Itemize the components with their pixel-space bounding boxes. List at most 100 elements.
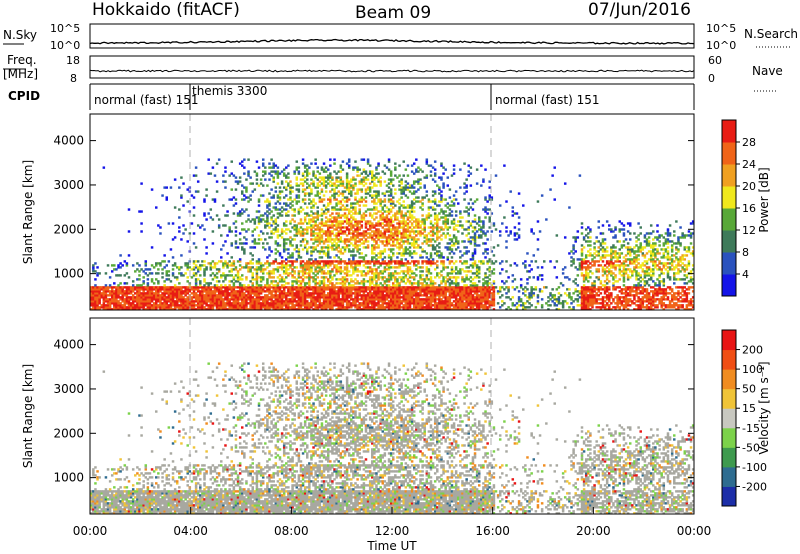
power-cell <box>245 306 248 309</box>
power-cell <box>312 206 315 209</box>
power-cell <box>320 288 324 291</box>
power-cell <box>215 276 219 279</box>
power-cell <box>320 200 324 203</box>
power-cell <box>320 222 324 225</box>
power-cell <box>274 288 278 291</box>
power-cell <box>131 290 135 293</box>
power-cell <box>322 298 326 301</box>
power-cell <box>180 288 183 291</box>
power-cell <box>377 262 380 265</box>
power-cell <box>364 260 368 263</box>
power-cell <box>364 188 368 191</box>
power-cell <box>335 282 338 285</box>
power-cell <box>368 236 372 239</box>
power-cell <box>121 294 124 297</box>
power-cell <box>282 230 286 233</box>
power-cell <box>274 240 278 243</box>
power-cell <box>366 244 370 247</box>
power-cell <box>337 180 340 183</box>
power-cell <box>148 300 152 303</box>
power-cell <box>312 296 315 299</box>
power-cell <box>245 196 248 199</box>
power-cell <box>282 294 286 297</box>
power-cell <box>287 182 290 185</box>
power-cell <box>337 220 340 223</box>
power-cell <box>362 296 366 299</box>
power-cell <box>406 164 410 167</box>
power-cell <box>362 256 366 259</box>
power-cell <box>270 196 273 199</box>
power-cell <box>274 296 278 299</box>
power-cell <box>312 248 315 251</box>
power-cell <box>169 308 173 311</box>
power-cell <box>238 258 242 261</box>
power-cell <box>400 196 403 199</box>
power-cell <box>295 286 299 289</box>
power-cell <box>255 272 259 275</box>
power-cell <box>316 190 319 193</box>
power-cell <box>356 262 359 265</box>
power-cell <box>343 292 347 295</box>
power-cell <box>146 286 150 289</box>
power-cell <box>316 306 319 309</box>
power-cell <box>345 278 349 281</box>
power-cell <box>119 254 122 257</box>
power-cell <box>358 262 361 265</box>
power-cell <box>377 284 380 287</box>
power-cell <box>326 266 330 269</box>
power-cell <box>217 226 221 229</box>
power-cell <box>180 196 183 199</box>
power-cell <box>220 284 223 287</box>
power-cell <box>333 216 336 219</box>
power-cell <box>350 236 353 239</box>
power-cell <box>207 296 210 299</box>
power-cell <box>272 308 275 311</box>
power-cell <box>117 304 120 307</box>
power-cell <box>337 282 340 285</box>
power-cell <box>339 300 343 303</box>
power-cell <box>186 290 189 293</box>
power-cell <box>178 288 181 291</box>
power-cell <box>318 264 322 267</box>
power-cell <box>326 168 330 171</box>
power-cell <box>356 166 359 169</box>
power-cell <box>318 172 322 175</box>
power-cell <box>201 302 204 305</box>
power-cell <box>366 188 370 191</box>
power-cell <box>178 272 181 275</box>
power-cell <box>377 172 380 175</box>
power-cell <box>433 160 437 163</box>
power-cell <box>157 298 160 301</box>
power-cell <box>312 260 315 263</box>
power-cell <box>201 260 204 263</box>
power-cell <box>331 176 334 179</box>
power-cell <box>383 198 387 201</box>
power-cell <box>295 178 299 181</box>
power-cell <box>113 308 116 311</box>
power-cell <box>343 296 347 299</box>
power-cell <box>291 300 294 303</box>
power-cell <box>186 264 189 267</box>
power-cell <box>375 206 378 209</box>
power-cell <box>140 288 143 291</box>
power-cell <box>314 232 317 235</box>
power-cell <box>180 238 183 241</box>
power-cell <box>337 224 340 227</box>
power-cell <box>364 306 368 309</box>
power-cell <box>131 280 135 283</box>
power-cell <box>253 218 257 221</box>
power-cell <box>278 202 282 205</box>
power-cell <box>257 290 261 293</box>
power-cell <box>178 230 181 233</box>
power-cell <box>347 292 351 295</box>
power-cell <box>347 160 351 163</box>
power-cell <box>247 200 250 203</box>
power-cell <box>165 198 168 201</box>
power-cell <box>255 182 259 185</box>
power-cell <box>316 214 319 217</box>
power-cell <box>161 288 164 291</box>
power-cell <box>364 240 368 243</box>
power-cell <box>329 280 332 283</box>
power-cell <box>140 294 143 297</box>
power-cell <box>274 172 278 175</box>
